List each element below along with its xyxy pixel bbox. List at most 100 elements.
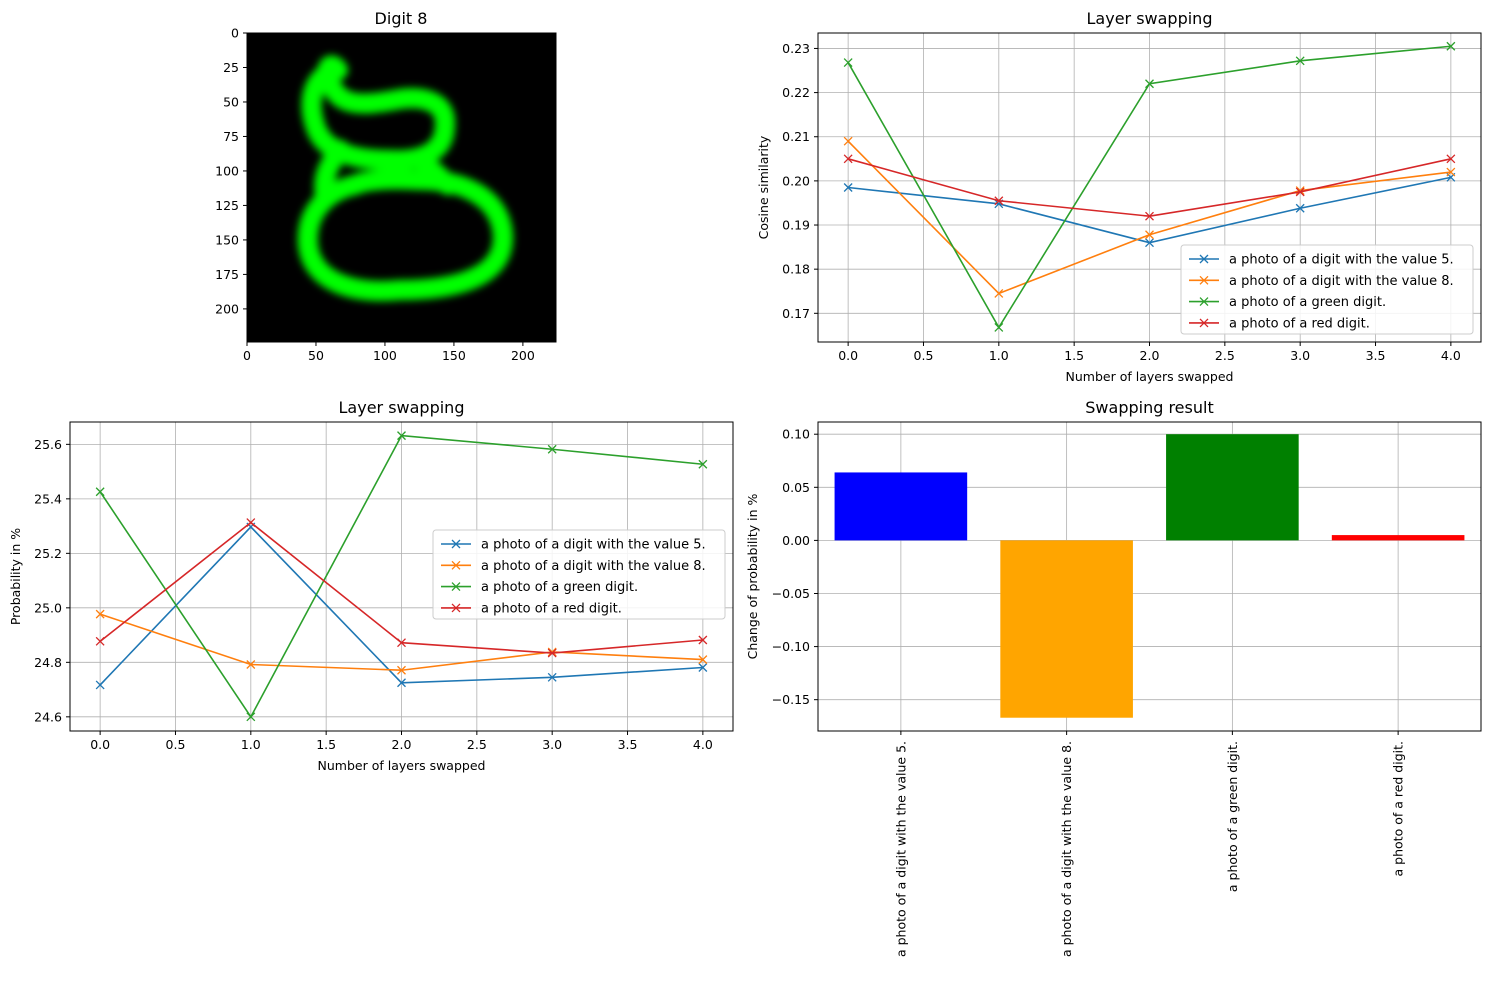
x-axis-label: Number of layers swapped bbox=[1066, 369, 1234, 384]
x-axis-label: Number of layers swapped bbox=[318, 758, 486, 773]
x-tick-label: 4.0 bbox=[693, 737, 713, 752]
data-point-marker bbox=[246, 660, 256, 669]
y-tick-label: 0.21 bbox=[782, 129, 810, 144]
data-point-marker bbox=[547, 648, 557, 658]
digit-image-panel: Digit 8 0 50 100 150 200 0 25 50 75 100 125 150 175 2… bbox=[215, 9, 557, 363]
data-point-marker bbox=[1295, 186, 1305, 196]
x-tick-label: a photo of a red digit. bbox=[1391, 741, 1406, 876]
y-tick-label: 0.19 bbox=[782, 218, 810, 233]
y-tick-label: 100 bbox=[215, 163, 239, 178]
x-tick-label: 50 bbox=[308, 348, 324, 363]
y-tick-label: 75 bbox=[223, 129, 239, 144]
bar-0 bbox=[834, 472, 968, 541]
y-tick-label: 0.22 bbox=[782, 85, 810, 100]
x-tick-label: 0.5 bbox=[914, 348, 934, 363]
data-point-marker bbox=[1145, 79, 1154, 89]
y-tick-label: 0.18 bbox=[782, 262, 810, 277]
data-point-marker bbox=[397, 678, 406, 688]
y-tick-label: 24.8 bbox=[34, 655, 62, 670]
bar-1 bbox=[1000, 540, 1133, 718]
y-tick-label: 0.17 bbox=[782, 306, 810, 321]
y-tick-label: 25.0 bbox=[34, 600, 62, 615]
data-point-marker bbox=[547, 672, 557, 682]
data-point-marker bbox=[95, 609, 105, 619]
y-tick-label: −0.10 bbox=[772, 639, 810, 654]
data-point-marker bbox=[95, 680, 105, 690]
data-point-marker bbox=[246, 712, 256, 722]
legend-entry: a photo of a digit with the value 5. bbox=[481, 538, 706, 553]
data-point-marker bbox=[843, 154, 853, 164]
legend-swatch-marker bbox=[1199, 254, 1209, 264]
y-tick-label: 175 bbox=[215, 267, 239, 282]
legend-entry: a photo of a digit with the value 8. bbox=[481, 559, 706, 574]
legend: a photo of a digit with the value 5. a ph… bbox=[432, 529, 726, 620]
y-tick-label: 25.2 bbox=[34, 546, 62, 561]
x-tick-label: 3.5 bbox=[1366, 348, 1386, 363]
x-tick-label: 100 bbox=[373, 348, 397, 363]
x-tick-label: 2.0 bbox=[1140, 348, 1160, 363]
y-tick-label: 25 bbox=[223, 60, 239, 75]
y-axis-label: Cosine similarity bbox=[756, 135, 771, 239]
x-tick-label: 2.5 bbox=[1215, 348, 1235, 363]
y-tick-label: 25.6 bbox=[34, 437, 62, 452]
data-point-marker bbox=[843, 136, 853, 146]
x-tick-label: 1.5 bbox=[1064, 348, 1084, 363]
x-tick-label: 3.0 bbox=[542, 737, 562, 752]
plot-frame bbox=[817, 32, 1482, 343]
legend-swatch-marker bbox=[451, 539, 461, 549]
data-point-marker bbox=[698, 655, 708, 665]
x-tick-label: 2.5 bbox=[467, 737, 487, 752]
legend-swatch-marker bbox=[451, 582, 461, 592]
legend-frame bbox=[1180, 244, 1474, 335]
legend-swatch-marker bbox=[451, 603, 461, 613]
data-point-marker bbox=[1295, 56, 1305, 66]
legend-entry: a photo of a green digit. bbox=[481, 580, 638, 595]
x-tick-label: 150 bbox=[442, 348, 466, 363]
data-point-marker bbox=[843, 58, 853, 68]
data-point-marker bbox=[95, 636, 105, 646]
y-tick-label: 0 bbox=[231, 26, 239, 41]
plot-frame bbox=[69, 421, 734, 732]
digit-image-title: Digit 8 bbox=[375, 9, 428, 28]
x-tick-label: 4.0 bbox=[1441, 348, 1461, 363]
legend-entry: a photo of a green digit. bbox=[1229, 295, 1386, 310]
bar-3 bbox=[1331, 535, 1465, 541]
data-point-marker bbox=[547, 647, 557, 657]
legend-entry: a photo of a digit with the value 5. bbox=[1229, 253, 1454, 268]
data-point-marker bbox=[547, 444, 557, 454]
legend-frame bbox=[432, 529, 726, 620]
data-point-marker bbox=[1446, 154, 1456, 164]
data-point-marker bbox=[397, 431, 406, 441]
legend-swatch-marker bbox=[1199, 275, 1209, 285]
bar-2 bbox=[1166, 434, 1299, 541]
data-point-marker bbox=[994, 196, 1004, 206]
legend-swatch-marker bbox=[1199, 318, 1209, 328]
x-tick-label: 0 bbox=[243, 348, 251, 363]
y-axis-label: Change of probability in % bbox=[745, 493, 760, 659]
chart-title: Layer swapping bbox=[1087, 9, 1213, 28]
x-tick-label: 3.5 bbox=[618, 737, 638, 752]
data-point-marker bbox=[1145, 238, 1154, 248]
chart-title: Swapping result bbox=[1085, 398, 1213, 417]
data-point-marker bbox=[1295, 187, 1305, 197]
legend-entry: a photo of a red digit. bbox=[1229, 316, 1370, 331]
y-tick-label: 0.00 bbox=[782, 533, 810, 548]
data-point-marker bbox=[1145, 211, 1154, 221]
legend-entry: a photo of a red digit. bbox=[481, 601, 622, 616]
y-tick-label: 200 bbox=[215, 301, 239, 316]
swapping-result-chart: Swapping result 0.10 0.05 0.00 −0.05 −0.10 −0.… bbox=[745, 398, 1482, 957]
data-point-marker bbox=[1446, 167, 1456, 177]
data-point-marker bbox=[95, 487, 105, 497]
digit-eight-image bbox=[297, 55, 513, 301]
y-tick-label: 125 bbox=[215, 198, 239, 213]
legend-entry: a photo of a digit with the value 8. bbox=[1229, 274, 1454, 289]
x-tick-label: 0.0 bbox=[90, 737, 110, 752]
x-tick-label: 0.5 bbox=[166, 737, 186, 752]
y-tick-label: 0.20 bbox=[782, 173, 810, 188]
x-tick-label: 0.0 bbox=[838, 348, 858, 363]
legend-swatch-marker bbox=[1199, 297, 1209, 307]
data-point-marker bbox=[698, 663, 708, 672]
plot-frame bbox=[817, 421, 1482, 732]
x-tick-label: 1.5 bbox=[316, 737, 336, 752]
